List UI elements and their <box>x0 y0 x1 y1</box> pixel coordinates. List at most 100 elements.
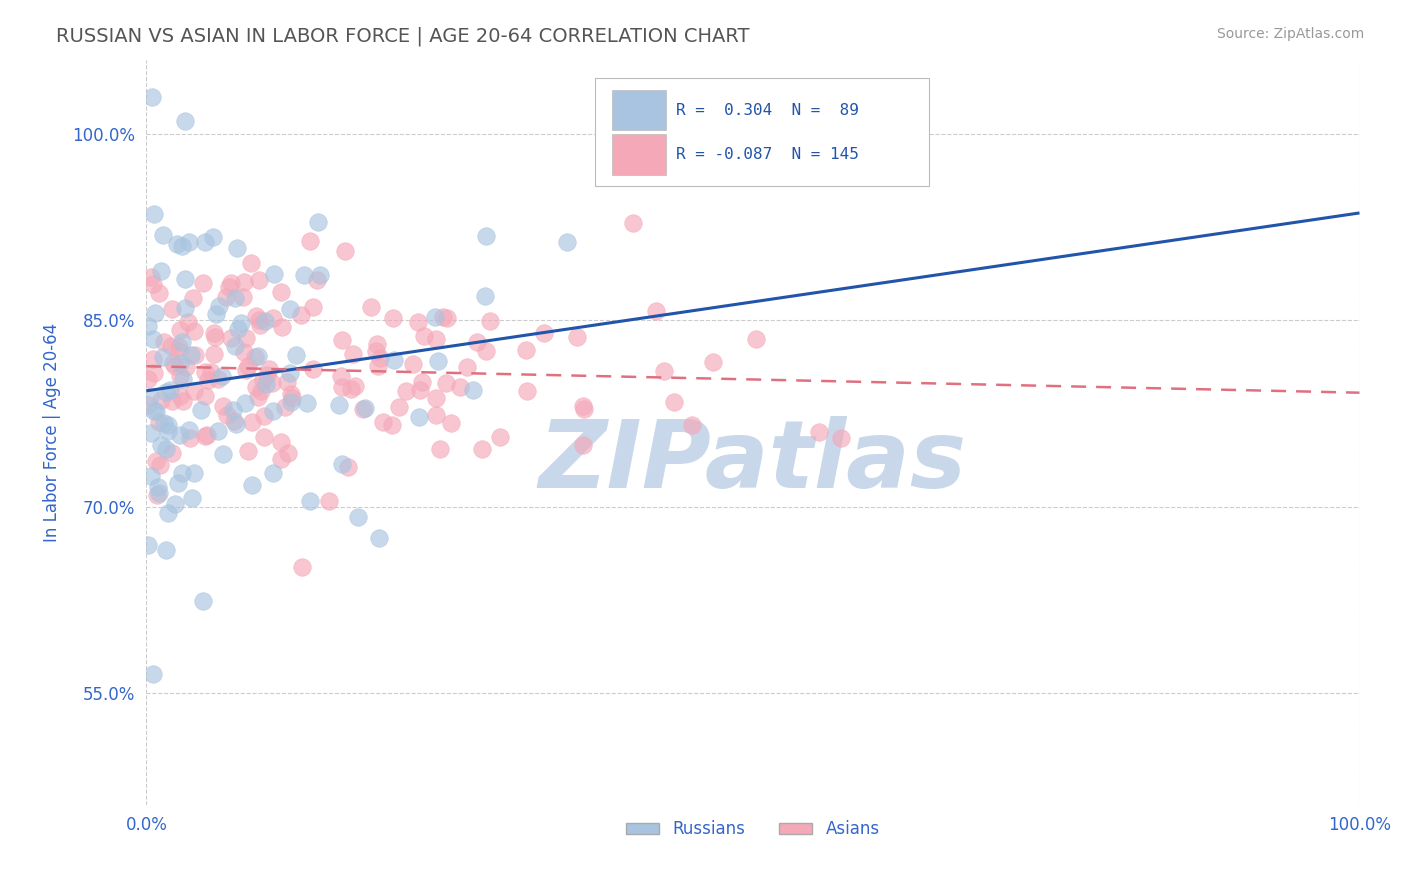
Point <box>183 384 205 398</box>
Point <box>207 372 229 386</box>
Point <box>702 355 724 369</box>
Point <box>222 414 245 428</box>
Point <box>138 390 160 404</box>
Point <box>245 380 267 394</box>
Point <box>292 268 315 282</box>
Point <box>155 442 177 456</box>
Point <box>153 334 176 349</box>
Point <box>366 336 388 351</box>
Point <box>169 356 191 370</box>
Point <box>342 347 364 361</box>
Point <box>142 332 165 346</box>
Point <box>148 286 170 301</box>
Point <box>440 416 463 430</box>
Point <box>425 391 447 405</box>
Point <box>336 460 359 475</box>
Point <box>623 217 645 231</box>
Point <box>256 368 278 383</box>
Point <box>280 387 302 401</box>
Point <box>249 272 271 286</box>
Point <box>409 383 432 397</box>
Point <box>142 277 165 292</box>
Point <box>262 404 284 418</box>
Point <box>681 417 703 432</box>
Point <box>245 310 267 324</box>
Point <box>236 444 259 458</box>
Point <box>567 329 589 343</box>
Point <box>305 273 328 287</box>
Point <box>425 332 447 346</box>
Point <box>745 333 768 347</box>
Point <box>138 537 160 551</box>
Point <box>411 375 433 389</box>
Text: ZIPatlas: ZIPatlas <box>538 417 967 508</box>
Point <box>201 230 224 244</box>
Point <box>571 438 593 452</box>
Point <box>235 363 257 377</box>
Point <box>180 349 202 363</box>
Point <box>429 442 451 456</box>
Point <box>236 359 259 374</box>
Point <box>197 373 219 387</box>
Point <box>278 301 301 316</box>
Point <box>194 365 217 379</box>
Point <box>194 389 217 403</box>
Point <box>152 350 174 364</box>
Point <box>516 384 538 399</box>
Point <box>177 316 200 330</box>
Point <box>308 268 330 282</box>
Point <box>449 380 471 394</box>
Point <box>474 289 496 303</box>
Point <box>533 326 555 340</box>
Point <box>291 560 314 574</box>
Point <box>173 301 195 315</box>
Text: R = -0.087  N = 145: R = -0.087 N = 145 <box>676 147 859 162</box>
Point <box>330 368 353 383</box>
Point <box>141 90 163 104</box>
Point <box>167 476 190 491</box>
Point <box>156 417 179 432</box>
Point <box>183 466 205 480</box>
Point <box>226 240 249 254</box>
Point <box>388 400 411 414</box>
Point <box>155 384 177 399</box>
Point <box>174 272 197 286</box>
Point <box>254 314 277 328</box>
Point <box>262 467 284 481</box>
Point <box>200 365 222 379</box>
Point <box>150 438 173 452</box>
Point <box>160 302 183 317</box>
Point <box>169 368 191 383</box>
Point <box>170 335 193 350</box>
Point <box>207 424 229 438</box>
Point <box>136 371 159 385</box>
Point <box>193 276 215 290</box>
Point <box>156 424 179 438</box>
Point <box>166 237 188 252</box>
Point <box>160 393 183 408</box>
Point <box>257 362 280 376</box>
Point <box>211 369 233 384</box>
FancyBboxPatch shape <box>612 135 665 175</box>
Point <box>475 229 498 244</box>
Point <box>270 320 292 334</box>
Point <box>194 235 217 249</box>
Point <box>328 398 350 412</box>
Point <box>249 318 271 332</box>
Point <box>194 429 217 443</box>
Point <box>555 235 578 250</box>
Point <box>205 307 228 321</box>
Point <box>344 379 367 393</box>
Point <box>142 366 165 380</box>
Point <box>240 477 263 491</box>
Point <box>179 423 201 437</box>
Point <box>240 415 263 429</box>
Point <box>219 276 242 290</box>
Point <box>179 235 201 249</box>
Point <box>335 244 357 259</box>
Point <box>136 319 159 334</box>
Point <box>252 373 274 387</box>
Text: Source: ZipAtlas.com: Source: ZipAtlas.com <box>1216 27 1364 41</box>
Point <box>191 593 214 607</box>
Point <box>148 485 170 500</box>
